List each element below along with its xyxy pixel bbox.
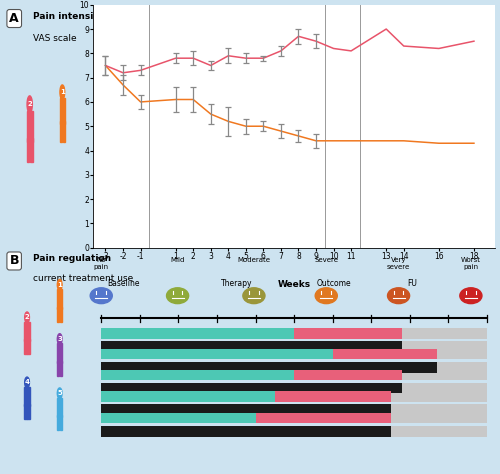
Text: Very
severe: Very severe: [387, 256, 410, 270]
Bar: [101, 349, 437, 359]
FancyBboxPatch shape: [57, 361, 59, 376]
Text: 4: 4: [24, 380, 29, 385]
FancyBboxPatch shape: [24, 339, 26, 354]
Bar: [101, 392, 487, 402]
Bar: [101, 426, 487, 437]
Bar: [101, 383, 487, 393]
Bar: [101, 349, 332, 359]
Text: Therapy: Therapy: [222, 279, 253, 288]
Bar: [101, 413, 487, 423]
Bar: [101, 362, 487, 373]
Bar: [101, 349, 487, 359]
Bar: [101, 383, 402, 393]
Bar: [101, 404, 487, 415]
Ellipse shape: [243, 288, 265, 304]
Bar: [101, 392, 275, 402]
FancyBboxPatch shape: [57, 344, 62, 363]
Bar: [101, 341, 487, 352]
Text: current treatment use: current treatment use: [33, 274, 134, 283]
FancyBboxPatch shape: [28, 404, 30, 419]
Text: Baseline: Baseline: [107, 279, 140, 288]
FancyBboxPatch shape: [57, 307, 59, 322]
Bar: [101, 413, 256, 423]
Ellipse shape: [58, 388, 62, 399]
Text: Worst
pain: Worst pain: [461, 256, 481, 270]
Text: FU: FU: [408, 279, 418, 288]
Ellipse shape: [388, 288, 409, 304]
Bar: [101, 362, 437, 373]
Bar: [101, 392, 390, 402]
FancyBboxPatch shape: [26, 111, 33, 142]
FancyBboxPatch shape: [30, 138, 33, 162]
Bar: [101, 328, 294, 339]
Text: No
pain: No pain: [94, 256, 109, 270]
Bar: [101, 426, 390, 437]
Bar: [101, 341, 402, 352]
FancyBboxPatch shape: [24, 322, 30, 341]
Ellipse shape: [24, 377, 29, 388]
Text: 1: 1: [60, 89, 65, 95]
Bar: [101, 413, 390, 423]
FancyBboxPatch shape: [60, 98, 65, 124]
Bar: [101, 370, 487, 380]
Ellipse shape: [60, 85, 64, 100]
X-axis label: Weeks: Weeks: [278, 280, 310, 289]
Ellipse shape: [58, 334, 62, 345]
FancyBboxPatch shape: [60, 307, 62, 322]
Ellipse shape: [166, 288, 188, 304]
FancyBboxPatch shape: [24, 404, 26, 419]
FancyBboxPatch shape: [57, 415, 59, 430]
Text: Moderate: Moderate: [238, 256, 270, 263]
Text: Pain regulation: Pain regulation: [33, 255, 112, 264]
FancyBboxPatch shape: [28, 339, 30, 354]
FancyBboxPatch shape: [60, 415, 62, 430]
Text: Mild: Mild: [170, 256, 185, 263]
FancyBboxPatch shape: [24, 387, 30, 406]
Ellipse shape: [90, 288, 112, 304]
Text: 2: 2: [24, 314, 29, 320]
Text: Severe: Severe: [314, 256, 338, 263]
Ellipse shape: [27, 96, 32, 113]
Text: VAS scale: VAS scale: [33, 34, 77, 43]
Bar: [101, 328, 487, 339]
Bar: [101, 370, 294, 380]
Bar: [101, 328, 402, 339]
Text: 1: 1: [57, 282, 62, 288]
FancyBboxPatch shape: [57, 398, 62, 417]
Bar: [101, 404, 390, 415]
Text: 5: 5: [58, 390, 62, 396]
FancyBboxPatch shape: [60, 121, 62, 142]
Text: Pain intensity: Pain intensity: [33, 12, 104, 21]
Bar: [101, 370, 402, 380]
Ellipse shape: [24, 312, 29, 323]
Text: 2: 2: [28, 101, 32, 107]
Text: 3: 3: [57, 336, 62, 342]
Ellipse shape: [460, 288, 482, 304]
Ellipse shape: [58, 280, 62, 290]
FancyBboxPatch shape: [60, 361, 62, 376]
Ellipse shape: [315, 288, 338, 304]
FancyBboxPatch shape: [57, 289, 62, 309]
Text: Outcome: Outcome: [316, 279, 351, 288]
FancyBboxPatch shape: [26, 138, 30, 162]
Text: A: A: [10, 12, 19, 25]
Text: B: B: [10, 255, 19, 267]
FancyBboxPatch shape: [62, 121, 65, 142]
